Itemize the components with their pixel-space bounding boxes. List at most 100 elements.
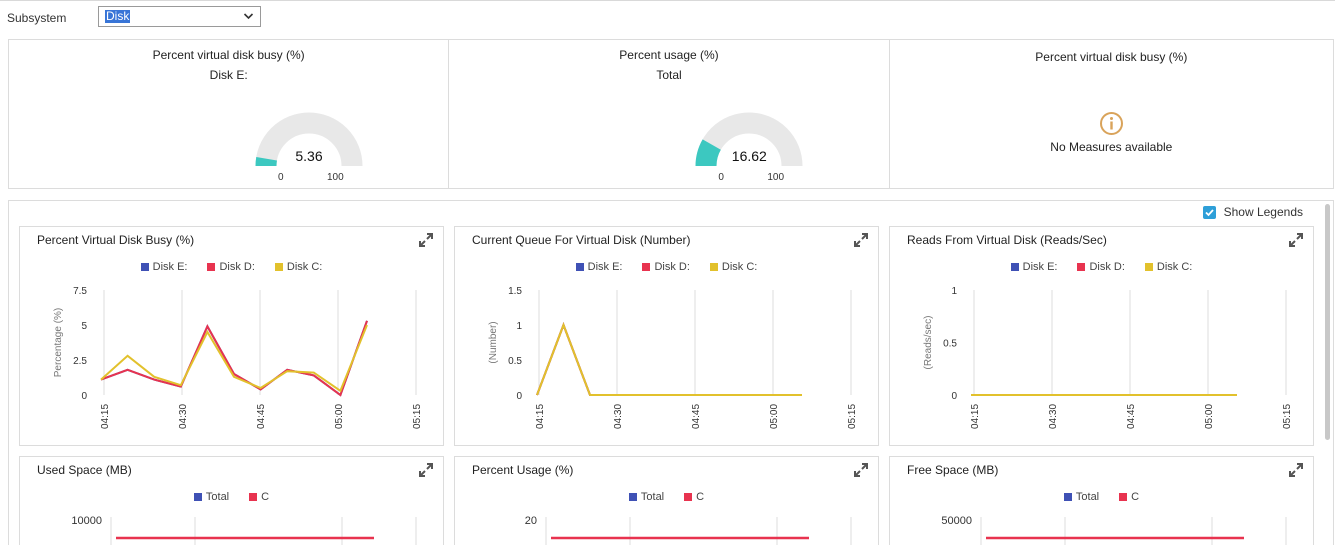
legend-item[interactable]: Total <box>628 491 664 503</box>
y-tick-label: 0 <box>951 391 957 402</box>
expand-icon[interactable] <box>419 233 433 247</box>
vertical-scrollbar[interactable] <box>1325 204 1330 440</box>
line-chart: 04:15 04:30 04:45 05:00 05:15 0 0.5 1 (Reads/sec… <box>923 286 1293 429</box>
line-chart: 04:15 04:30 04:45 05:00 05:15 0 0.5 1 1.5 (Number… <box>488 286 858 429</box>
gauge-max-label: 100 <box>767 172 785 183</box>
x-tick-label: 04:45 <box>256 404 267 429</box>
y-axis-label: (Number) <box>488 321 499 363</box>
y-tick-label: 20 <box>525 515 537 527</box>
gauge-fill <box>255 157 277 167</box>
x-tick-label: 04:45 <box>1126 404 1137 429</box>
x-tick-label: 05:00 <box>334 404 345 429</box>
chart-legend: Total C <box>455 491 878 503</box>
expand-icon[interactable] <box>419 463 433 477</box>
subsystem-selected-value: Disk <box>105 9 131 23</box>
chart-title: Percent Virtual Disk Busy (%) <box>37 233 195 247</box>
line-chart: 10000 <box>71 515 417 545</box>
legend-item[interactable]: Disk C: <box>274 261 322 273</box>
line-chart: 50000 <box>941 515 1287 545</box>
checkbox-checked-icon[interactable] <box>1202 205 1216 219</box>
gauge-panel-no-data: Percent virtual disk busy (%) No Measure… <box>890 40 1333 188</box>
series-line <box>100 320 368 397</box>
y-tick-label: 10000 <box>71 515 102 527</box>
x-tick-label: 04:15 <box>535 404 546 429</box>
subsystem-select[interactable]: Disk <box>98 6 261 27</box>
gauge-value: 16.62 <box>731 148 767 164</box>
y-tick-label: 0.5 <box>508 356 522 367</box>
gauge-value: 5.36 <box>295 148 323 164</box>
expand-icon[interactable] <box>854 233 868 247</box>
legend-item[interactable]: Disk D: <box>1077 261 1125 273</box>
gauge-arc <box>255 112 363 167</box>
chart-title: Used Space (MB) <box>37 463 132 477</box>
y-tick-label: 0 <box>81 391 87 402</box>
chart-legend: Total C <box>890 491 1313 503</box>
gauge-min-label: 0 <box>278 172 284 183</box>
expand-icon[interactable] <box>1289 233 1303 247</box>
show-legends-label: Show Legends <box>1223 205 1303 219</box>
x-tick-label: 04:30 <box>1048 404 1059 429</box>
x-tick-label: 05:00 <box>1204 404 1215 429</box>
gauge-subtitle: Total <box>656 68 682 82</box>
chart-legend: Disk E: Disk D: Disk C: <box>455 261 878 273</box>
chart-panel-used-space: Used Space (MB) Total C 10000 <box>19 456 444 545</box>
chart-panel-queue: Current Queue For Virtual Disk (Number) … <box>454 226 879 446</box>
legend-item[interactable]: Disk E: <box>1010 261 1057 273</box>
series-line <box>536 322 802 396</box>
gauge-panel-disk-busy: Percent virtual disk busy (%) Disk E: 5.… <box>9 40 450 188</box>
legend-item[interactable]: Disk D: <box>642 261 690 273</box>
charts-container: Show Legends <box>8 200 1334 545</box>
legend-item[interactable]: C <box>249 491 269 503</box>
x-tick-label: 05:15 <box>847 404 858 429</box>
legend-item[interactable]: Disk E: <box>140 261 187 273</box>
info-icon <box>1099 112 1123 135</box>
y-tick-label: 7.5 <box>73 286 87 297</box>
expand-icon[interactable] <box>854 463 868 477</box>
expand-icon[interactable] <box>1289 463 1303 477</box>
gauge-fill <box>695 139 722 167</box>
chart-title: Reads From Virtual Disk (Reads/Sec) <box>907 233 1107 247</box>
gauge-max-label: 100 <box>327 172 344 183</box>
x-tick-label: 04:30 <box>178 404 189 429</box>
gauge-strip: Percent virtual disk busy (%) Disk E: 5.… <box>8 39 1334 189</box>
x-tick-label: 05:15 <box>412 404 423 429</box>
y-tick-label: 0.5 <box>943 339 957 350</box>
chart-title: Percent Usage (%) <box>472 463 574 477</box>
legend-item[interactable]: Disk E: <box>575 261 622 273</box>
y-tick-label: 1 <box>516 321 522 332</box>
legend-item[interactable]: C <box>684 491 704 503</box>
y-tick-label: 0 <box>516 391 522 402</box>
legend-item[interactable]: Disk D: <box>207 261 255 273</box>
line-chart: 04:15 04:30 04:45 05:00 05:15 0 2.5 5 7.5 Percent… <box>53 286 423 429</box>
x-tick-label: 05:15 <box>1282 404 1293 429</box>
x-tick-label: 04:15 <box>100 404 111 429</box>
chevron-down-icon <box>243 13 254 20</box>
gauge-arc <box>695 112 803 167</box>
gauge-panel-percent-usage: Percent usage (%) Total 16.62 0 100 <box>449 40 890 188</box>
legend-item[interactable]: Disk C: <box>709 261 757 273</box>
chart-panel-percent-usage: Percent Usage (%) Total C 20 <box>454 456 879 545</box>
chart-legend: Total C <box>20 491 443 503</box>
gauge-title: Percent usage (%) <box>619 48 719 62</box>
legend-item[interactable]: Total <box>193 491 229 503</box>
series-line <box>100 324 368 393</box>
y-axis-label: Percentage (%) <box>53 308 64 377</box>
y-axis-label: (Reads/sec) <box>923 316 934 370</box>
no-measures-text: No Measures available <box>1050 140 1173 154</box>
gauge-min-label: 0 <box>718 172 724 183</box>
y-tick-label: 50000 <box>941 515 972 527</box>
y-tick-label: 1 <box>951 286 957 297</box>
y-tick-label: 2.5 <box>73 356 87 367</box>
show-legends-toggle[interactable]: Show Legends <box>1202 205 1303 219</box>
gauge-subtitle: Disk E: <box>209 68 248 82</box>
x-tick-label: 04:15 <box>970 404 981 429</box>
y-tick-label: 1.5 <box>508 286 522 297</box>
subsystem-label: Subsystem <box>7 11 67 25</box>
line-chart: 20 <box>525 515 852 545</box>
y-tick-label: 5 <box>81 321 87 332</box>
top-divider <box>0 0 1335 1</box>
legend-item[interactable]: Total <box>1063 491 1099 503</box>
legend-item[interactable]: Disk C: <box>1144 261 1192 273</box>
legend-item[interactable]: C <box>1119 491 1139 503</box>
series-line <box>100 320 368 397</box>
